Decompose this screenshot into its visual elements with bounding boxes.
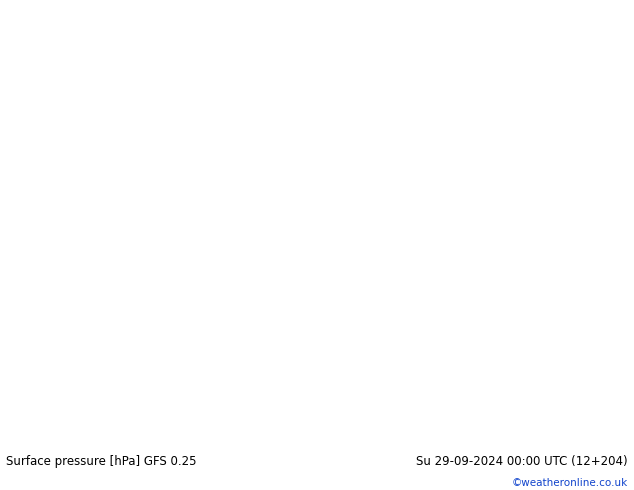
Text: ©weatheronline.co.uk: ©weatheronline.co.uk bbox=[512, 478, 628, 489]
Text: Surface pressure [hPa] GFS 0.25: Surface pressure [hPa] GFS 0.25 bbox=[6, 455, 197, 468]
Text: Su 29-09-2024 00:00 UTC (12+204): Su 29-09-2024 00:00 UTC (12+204) bbox=[416, 455, 628, 468]
